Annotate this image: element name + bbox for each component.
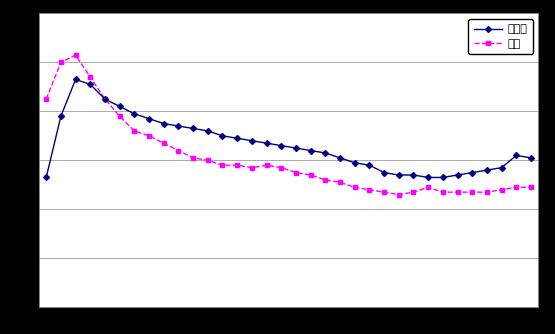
- 全国: [498, 188, 505, 192]
- 沖縄県: [337, 156, 344, 160]
- 沖縄県: [440, 175, 446, 179]
- 全国: [278, 166, 285, 170]
- 沖縄県: [396, 173, 402, 177]
- 全国: [469, 190, 476, 194]
- 沖縄県: [102, 97, 108, 101]
- 沖縄県: [43, 175, 49, 179]
- 沖縄県: [307, 149, 314, 153]
- 沖縄県: [528, 156, 534, 160]
- 沖縄県: [117, 105, 123, 109]
- 全国: [483, 190, 490, 194]
- 全国: [204, 158, 211, 162]
- 沖縄県: [263, 141, 270, 145]
- 沖縄県: [292, 146, 299, 150]
- 全国: [219, 163, 226, 167]
- 沖縄県: [58, 114, 64, 118]
- 全国: [58, 60, 64, 64]
- 沖縄県: [87, 82, 94, 87]
- 沖縄県: [249, 139, 255, 143]
- 全国: [425, 185, 431, 189]
- 沖縄県: [483, 168, 490, 172]
- 全国: [175, 149, 181, 153]
- 全国: [337, 180, 344, 184]
- 沖縄県: [366, 163, 373, 167]
- 沖縄県: [351, 161, 358, 165]
- 沖縄県: [190, 127, 196, 131]
- 全国: [322, 178, 329, 182]
- 沖縄県: [410, 173, 417, 177]
- 沖縄県: [322, 151, 329, 155]
- 沖縄県: [131, 112, 138, 116]
- 全国: [131, 129, 138, 133]
- 全国: [410, 190, 417, 194]
- 全国: [263, 163, 270, 167]
- 全国: [43, 97, 49, 101]
- 全国: [396, 193, 402, 197]
- 全国: [190, 156, 196, 160]
- 沖縄県: [234, 136, 240, 140]
- 沖縄県: [278, 144, 285, 148]
- 全国: [440, 190, 446, 194]
- Legend: 沖縄県, 全国: 沖縄県, 全国: [468, 19, 533, 54]
- 全国: [72, 53, 79, 57]
- 全国: [351, 185, 358, 189]
- 全国: [234, 163, 240, 167]
- 全国: [117, 114, 123, 118]
- 沖縄県: [498, 166, 505, 170]
- 全国: [160, 141, 167, 145]
- Line: 全国: 全国: [44, 52, 533, 197]
- 沖縄県: [160, 122, 167, 126]
- 沖縄県: [72, 77, 79, 81]
- 沖縄県: [381, 171, 387, 175]
- 全国: [528, 185, 534, 189]
- 沖縄県: [454, 173, 461, 177]
- 全国: [87, 75, 94, 79]
- 沖縄県: [425, 175, 431, 179]
- 沖縄県: [513, 153, 519, 157]
- 全国: [102, 97, 108, 101]
- 沖縄県: [204, 129, 211, 133]
- 全国: [366, 188, 373, 192]
- Line: 沖縄県: 沖縄県: [44, 77, 533, 180]
- 沖縄県: [219, 134, 226, 138]
- 全国: [307, 173, 314, 177]
- 全国: [146, 134, 153, 138]
- 沖縄県: [146, 117, 153, 121]
- 全国: [249, 166, 255, 170]
- 全国: [381, 190, 387, 194]
- 全国: [454, 190, 461, 194]
- 沖縄県: [469, 171, 476, 175]
- 沖縄県: [175, 124, 181, 128]
- 全国: [513, 185, 519, 189]
- 全国: [292, 171, 299, 175]
